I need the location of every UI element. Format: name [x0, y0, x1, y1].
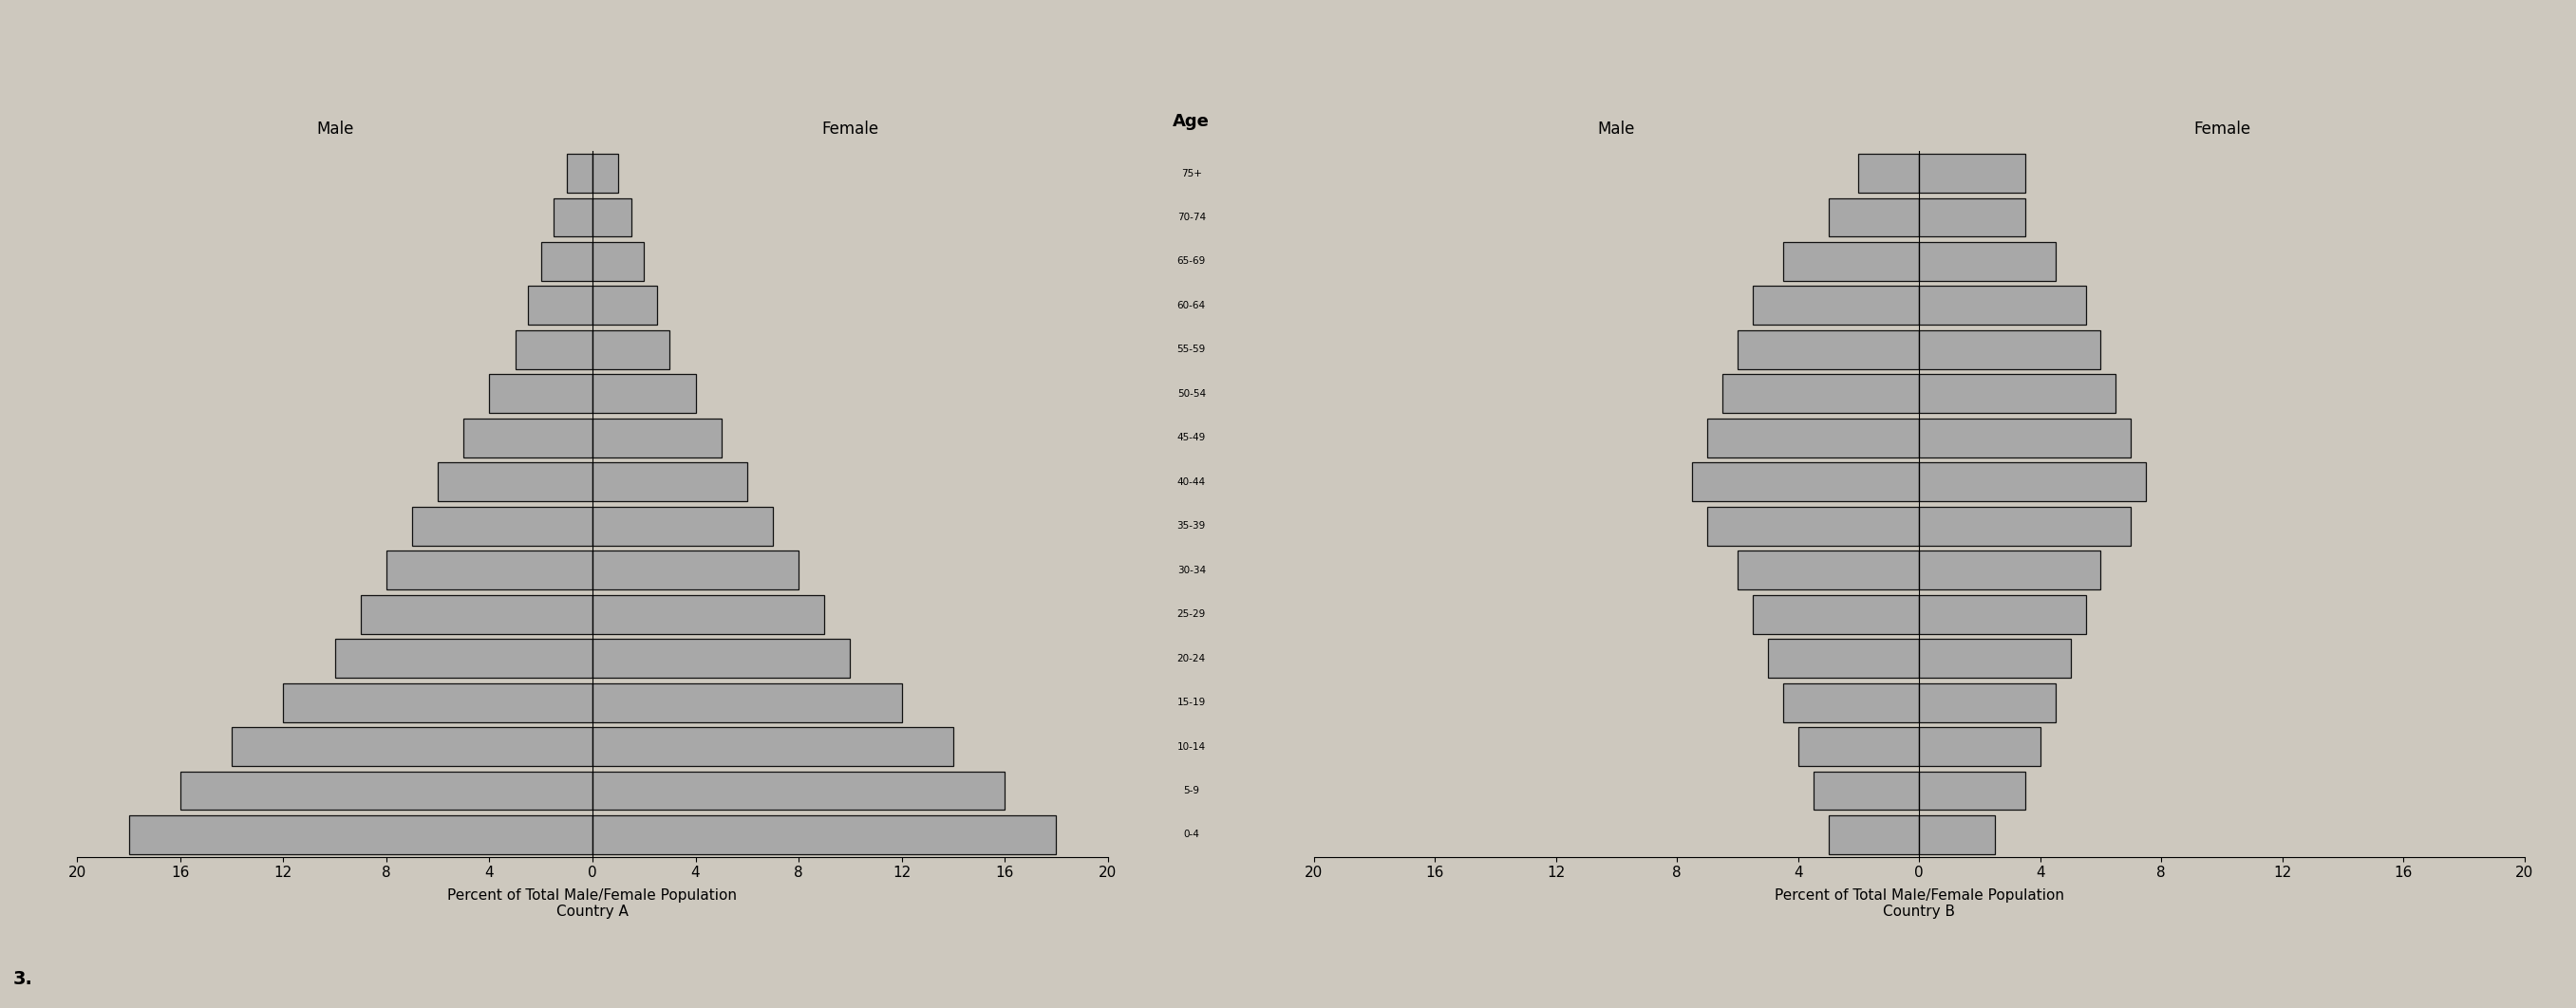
Text: 50-54: 50-54 — [1177, 389, 1206, 398]
Bar — [554, 198, 592, 237]
Bar — [1783, 683, 1919, 722]
Bar — [489, 374, 592, 413]
Bar — [592, 683, 902, 722]
Bar — [541, 242, 592, 281]
Bar — [1919, 815, 1994, 854]
Bar — [180, 771, 592, 810]
Bar — [528, 286, 592, 325]
Bar — [592, 550, 799, 590]
Text: 5-9: 5-9 — [1182, 786, 1200, 795]
Bar — [592, 639, 850, 677]
Bar — [592, 595, 824, 634]
Bar — [1708, 507, 1919, 545]
Bar — [592, 771, 1005, 810]
Text: Male: Male — [317, 121, 353, 138]
Text: 70-74: 70-74 — [1177, 213, 1206, 222]
Bar — [283, 683, 592, 722]
Bar — [1919, 683, 2056, 722]
Bar — [1919, 242, 2056, 281]
Text: Female: Female — [2192, 121, 2251, 138]
Bar — [1767, 639, 1919, 677]
Bar — [1814, 771, 1919, 810]
Bar — [592, 198, 631, 237]
Bar — [1919, 550, 2102, 590]
Text: 10-14: 10-14 — [1177, 742, 1206, 751]
Bar — [335, 639, 592, 677]
Bar — [1919, 374, 2115, 413]
Bar — [1919, 286, 2087, 325]
Text: 35-39: 35-39 — [1177, 521, 1206, 531]
Bar — [1919, 595, 2087, 634]
Text: 30-34: 30-34 — [1177, 565, 1206, 575]
Text: 40-44: 40-44 — [1177, 477, 1206, 487]
Text: 45-49: 45-49 — [1177, 433, 1206, 443]
Bar — [1919, 771, 2025, 810]
Bar — [592, 727, 953, 766]
Bar — [129, 815, 592, 854]
Bar — [592, 242, 644, 281]
Bar — [1919, 463, 2146, 501]
Bar — [1798, 727, 1919, 766]
Text: 75+: 75+ — [1180, 168, 1203, 178]
Bar — [1752, 595, 1919, 634]
Bar — [592, 418, 721, 458]
Text: 20-24: 20-24 — [1177, 653, 1206, 663]
Text: 0-4: 0-4 — [1182, 830, 1200, 840]
Bar — [1736, 550, 1919, 590]
Bar — [592, 463, 747, 501]
Bar — [592, 154, 618, 193]
Bar — [1919, 154, 2025, 193]
Bar — [1919, 331, 2102, 369]
Bar — [592, 374, 696, 413]
Bar — [438, 463, 592, 501]
Text: Male: Male — [1597, 121, 1636, 138]
Text: 15-19: 15-19 — [1177, 698, 1206, 708]
Bar — [1919, 727, 2040, 766]
Bar — [1708, 418, 1919, 458]
Bar — [592, 507, 773, 545]
Bar — [464, 418, 592, 458]
Bar — [592, 286, 657, 325]
Bar — [592, 815, 1056, 854]
Bar — [515, 331, 592, 369]
Text: 25-29: 25-29 — [1177, 610, 1206, 619]
Bar — [386, 550, 592, 590]
Text: 60-64: 60-64 — [1177, 300, 1206, 310]
X-axis label: Percent of Total Male/Female Population
Country B: Percent of Total Male/Female Population … — [1775, 888, 2063, 919]
Bar — [1692, 463, 1919, 501]
Text: 65-69: 65-69 — [1177, 257, 1206, 266]
Bar — [361, 595, 592, 634]
Bar — [1723, 374, 1919, 413]
Bar — [1860, 154, 1919, 193]
Bar — [592, 331, 670, 369]
Bar — [567, 154, 592, 193]
Bar — [1783, 242, 1919, 281]
Bar — [1919, 198, 2025, 237]
Text: Female: Female — [822, 121, 878, 138]
X-axis label: Percent of Total Male/Female Population
Country A: Percent of Total Male/Female Population … — [448, 888, 737, 919]
Bar — [1752, 286, 1919, 325]
Bar — [232, 727, 592, 766]
Bar — [1919, 639, 2071, 677]
Bar — [1919, 507, 2130, 545]
Text: 3.: 3. — [13, 970, 33, 988]
Bar — [1736, 331, 1919, 369]
Bar — [1829, 198, 1919, 237]
Bar — [1829, 815, 1919, 854]
Bar — [1919, 418, 2130, 458]
Text: 55-59: 55-59 — [1177, 345, 1206, 355]
Bar — [412, 507, 592, 545]
Text: Age: Age — [1172, 113, 1211, 130]
